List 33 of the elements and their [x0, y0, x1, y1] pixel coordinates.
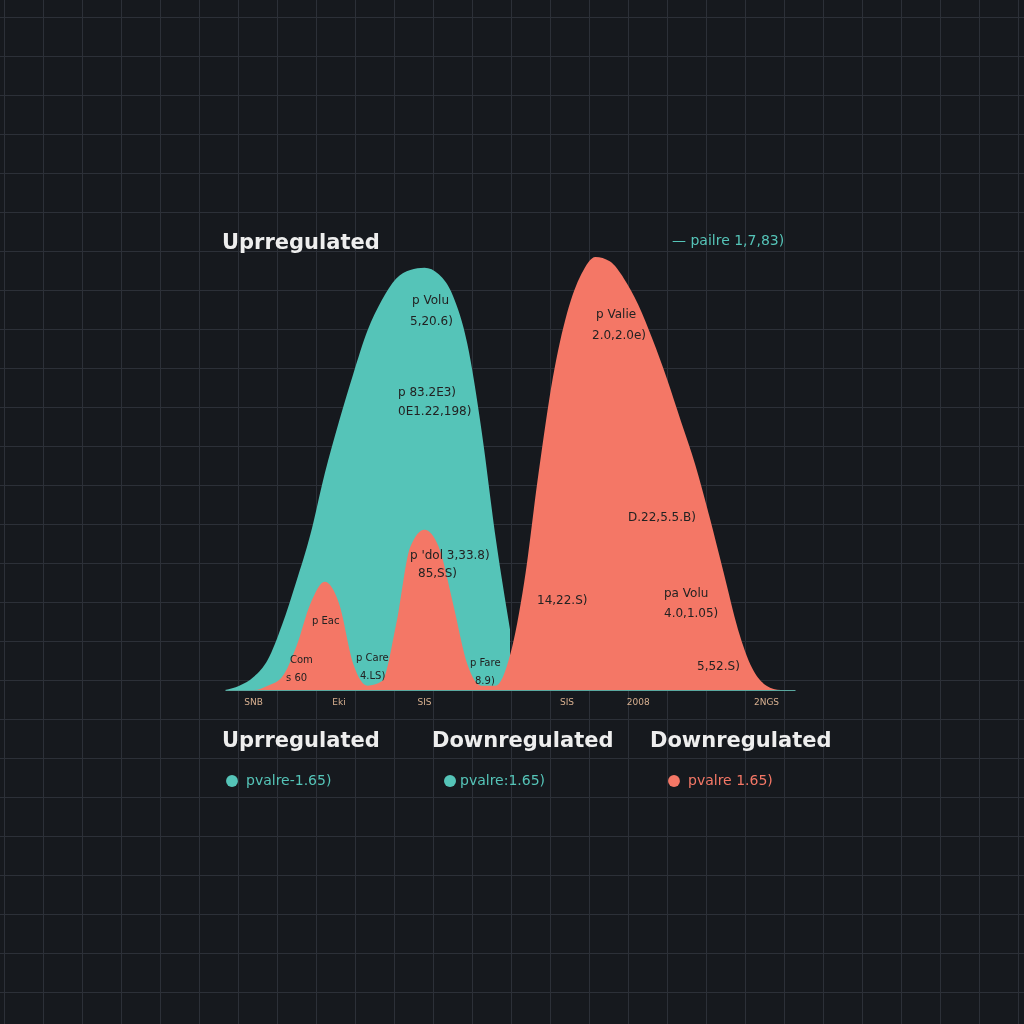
x-tick-label: SIS	[417, 697, 432, 707]
annotation: p 83.2E3)	[398, 385, 457, 399]
annotation: pa Volu	[664, 586, 709, 600]
x-tick-label: 2NGS	[753, 697, 780, 707]
text: Uprregulated	[222, 728, 380, 752]
annotation: 0E1.22,198)	[398, 404, 472, 418]
annotation: p Volu	[412, 293, 449, 307]
x-tick-label: Eki	[332, 697, 346, 707]
legend-label: pvalre 1.65)	[688, 772, 773, 788]
annotation: D.22,5.5.B)	[628, 510, 696, 524]
annotation: p Fare	[470, 657, 501, 668]
x-tick-label: SNB	[244, 697, 263, 707]
text: Downregulated	[650, 728, 832, 752]
annotation: p Care	[356, 652, 389, 663]
text: — pailre 1,7,83)	[672, 232, 785, 248]
annotation: 4.0,1.05)	[664, 606, 719, 620]
annotation: Com	[290, 654, 313, 665]
annotation: 5,20.6)	[410, 314, 453, 328]
annotation: p Eac	[312, 615, 340, 626]
annotation: 4.LS)	[360, 670, 386, 681]
annotation: 2.0,2.0e)	[592, 328, 647, 342]
legend-label: pvalre-1.65)	[246, 772, 332, 788]
annotation: s 60	[286, 672, 308, 683]
x-tick-label: SIS	[559, 697, 575, 707]
annotation: p Valie	[596, 307, 637, 321]
annotation: 8.9)	[475, 675, 495, 686]
x-tick-label: 2008	[626, 697, 650, 707]
annotation: 14,22.S)	[537, 593, 588, 607]
annotation: p 'dol 3,33.8)	[410, 548, 490, 562]
annotation: 5,52.S)	[697, 659, 740, 673]
text: Downregulated	[432, 728, 614, 752]
chart-title: Uprregulated	[222, 230, 380, 254]
text: pvalre:1.65)	[460, 772, 546, 788]
